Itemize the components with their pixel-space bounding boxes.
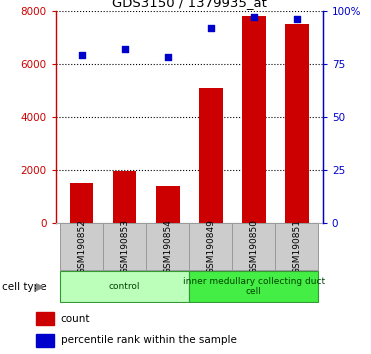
Text: inner medullary collecting duct
cell: inner medullary collecting duct cell <box>183 277 325 296</box>
Bar <box>242 16 266 223</box>
FancyBboxPatch shape <box>60 272 189 302</box>
Title: GDS3150 / 1379935_at: GDS3150 / 1379935_at <box>112 0 267 10</box>
Text: GSM190851: GSM190851 <box>292 219 301 274</box>
FancyBboxPatch shape <box>189 223 232 270</box>
FancyBboxPatch shape <box>275 223 318 270</box>
Text: GSM190852: GSM190852 <box>77 219 86 274</box>
Bar <box>156 186 180 223</box>
FancyBboxPatch shape <box>103 223 146 270</box>
Point <box>294 16 300 22</box>
Bar <box>285 24 309 223</box>
Bar <box>113 171 137 223</box>
Text: control: control <box>109 282 140 291</box>
Text: GSM190850: GSM190850 <box>249 219 258 274</box>
Text: count: count <box>61 314 90 324</box>
Point <box>208 25 214 30</box>
FancyBboxPatch shape <box>60 223 103 270</box>
Point <box>122 46 128 52</box>
FancyBboxPatch shape <box>146 223 189 270</box>
FancyBboxPatch shape <box>232 223 275 270</box>
Text: GSM190854: GSM190854 <box>163 219 172 274</box>
Text: cell type: cell type <box>2 282 46 292</box>
Text: percentile rank within the sample: percentile rank within the sample <box>61 335 237 346</box>
Bar <box>70 183 93 223</box>
Bar <box>36 334 54 347</box>
FancyBboxPatch shape <box>189 272 318 302</box>
Text: GSM190853: GSM190853 <box>120 219 129 274</box>
Bar <box>199 88 223 223</box>
Point <box>79 52 85 58</box>
Point <box>165 55 171 60</box>
Bar <box>36 312 54 325</box>
Text: ▶: ▶ <box>36 282 45 292</box>
Text: GSM190849: GSM190849 <box>206 219 215 274</box>
Point <box>251 14 257 20</box>
